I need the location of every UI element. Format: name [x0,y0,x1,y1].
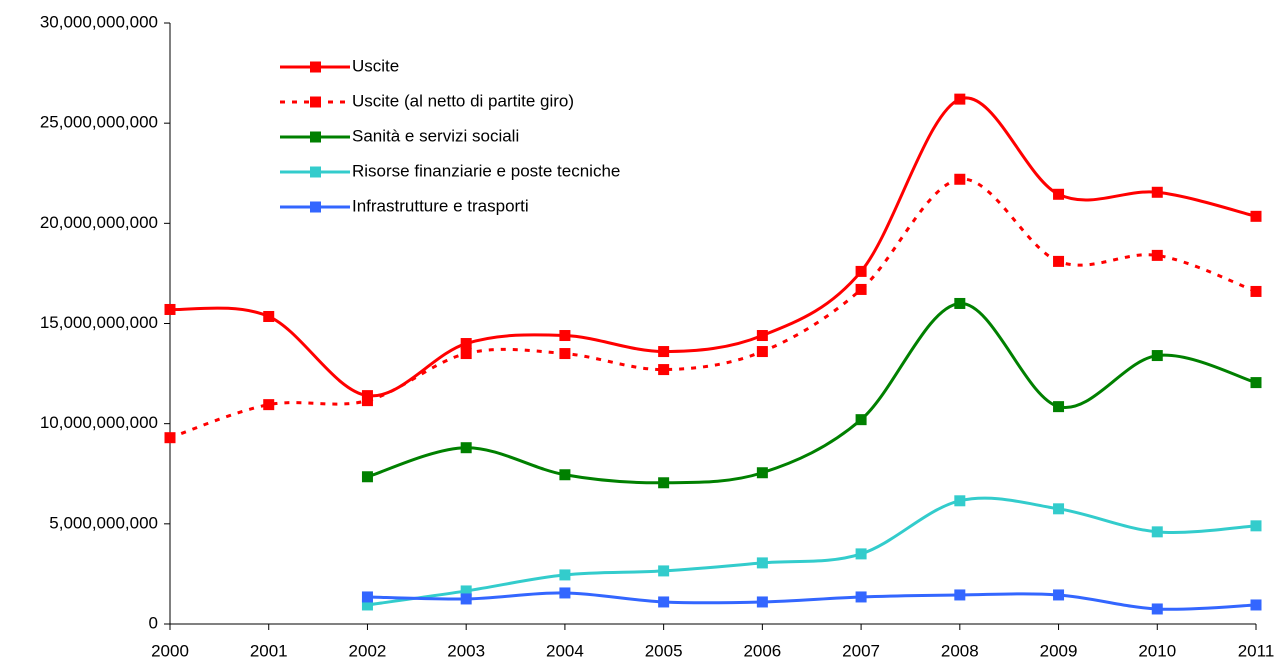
data-point [756,346,768,358]
data-point [756,596,768,608]
x-tick-label: 2004 [546,641,584,660]
data-point [756,330,768,342]
data-point [559,469,571,481]
x-tick-label: 2006 [743,641,781,660]
data-point [460,585,472,597]
x-tick-label: 2000 [151,641,189,660]
data-point [855,548,867,560]
data-point [658,364,670,376]
x-tick-label: 2009 [1040,641,1078,660]
data-point [559,569,571,581]
data-point [263,310,275,322]
data-point [1151,350,1163,362]
series-line [367,591,1257,611]
data-point [559,587,571,599]
data-point [460,338,472,350]
data-point [1053,255,1065,267]
data-point [1250,377,1262,389]
x-tick-label: 2008 [941,641,979,660]
series-line [367,301,1257,485]
data-point [756,467,768,479]
data-point [658,596,670,608]
data-point [164,303,176,315]
x-tick-label: 2005 [645,641,683,660]
legend-marker [310,61,321,73]
legend-marker [310,166,321,178]
data-point [855,414,867,426]
data-point [855,591,867,603]
legend-marker [310,201,321,213]
x-tick-label: 2003 [447,641,485,660]
data-point [1250,599,1262,611]
data-point [1151,186,1163,198]
data-point [361,591,373,603]
data-point [361,599,373,611]
data-point [954,173,966,185]
data-point [1053,188,1065,200]
legend-label: Uscite [352,56,399,75]
x-tick-label: 2011 [1238,641,1275,660]
data-point [460,348,472,360]
series-line [367,496,1257,607]
data-point [954,297,966,309]
x-tick-label: 2007 [842,641,880,660]
legend-label: Infrastrutture e trasporti [352,196,529,215]
data-point [1250,520,1262,532]
series-line [169,96,1257,398]
legend-marker [310,131,321,143]
data-point [559,330,571,342]
data-point [1250,285,1262,297]
data-point [756,557,768,569]
x-tick-label: 2001 [250,641,288,660]
data-point [954,93,966,105]
data-point [658,565,670,577]
legend-marker [310,96,321,108]
data-point [1053,401,1065,413]
y-tick-label: 10,000,000,000 [40,413,158,432]
data-point [1151,249,1163,261]
data-point [954,495,966,507]
data-point [1053,589,1065,601]
data-point [263,399,275,411]
data-point [1151,603,1163,615]
data-point [855,265,867,277]
legend-label: Uscite (al netto di partite giro) [352,91,574,110]
data-point [164,432,176,444]
y-tick-label: 20,000,000,000 [40,213,158,232]
y-tick-label: 15,000,000,000 [40,313,158,332]
data-point [460,593,472,605]
series-line [169,177,1257,440]
data-point [460,442,472,454]
data-point [1250,210,1262,222]
x-tick-label: 2010 [1138,641,1176,660]
y-tick-label: 25,000,000,000 [40,113,158,132]
legend-label: Sanità e servizi sociali [352,126,519,145]
data-point [658,477,670,489]
legend-label: Risorse finanziarie e poste tecniche [352,161,620,180]
data-point [559,348,571,360]
x-tick-label: 2002 [349,641,387,660]
data-point [658,346,670,358]
y-tick-label: 0 [149,613,158,632]
data-point [1151,526,1163,538]
data-point [361,395,373,407]
y-tick-label: 30,000,000,000 [40,12,158,31]
data-point [361,471,373,483]
data-point [1053,503,1065,515]
y-tick-label: 5,000,000,000 [49,513,158,532]
data-point [855,283,867,295]
data-point [954,589,966,601]
